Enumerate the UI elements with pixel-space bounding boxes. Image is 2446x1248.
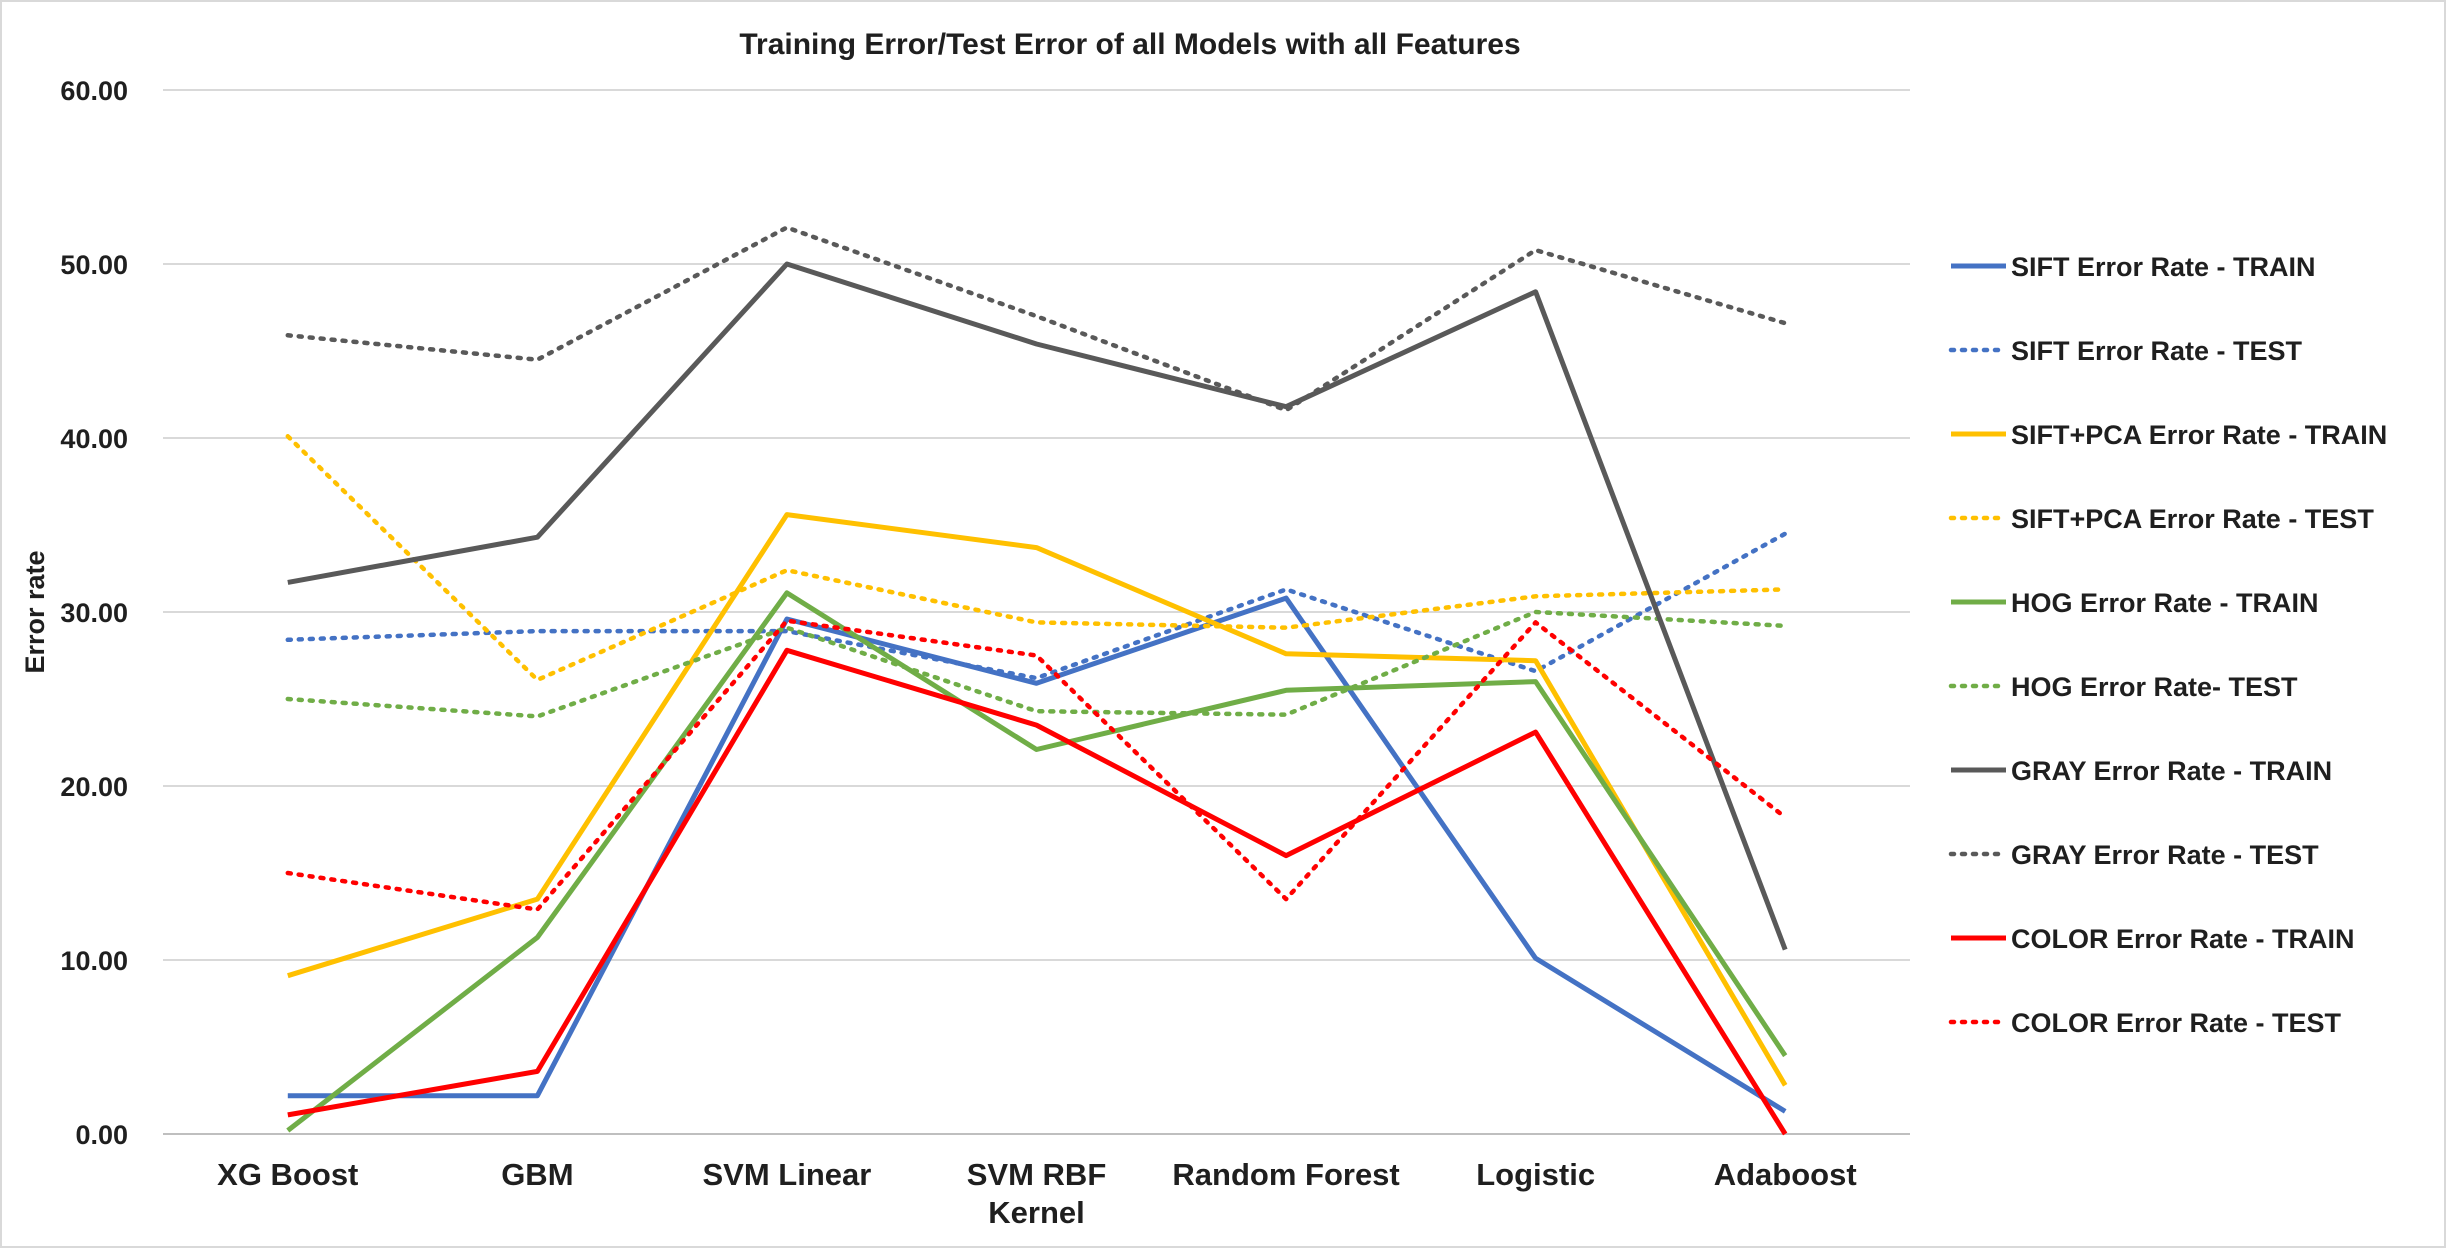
y-tick-label: 50.00 bbox=[60, 250, 128, 280]
y-tick-label: 20.00 bbox=[60, 772, 128, 802]
y-axis-ticks: 0.00 10.00 20.00 30.00 40.00 50.00 60.00 bbox=[60, 76, 128, 1150]
x-category-label: SVM Linear bbox=[703, 1157, 872, 1192]
chart-title: Training Error/Test Error of all Models … bbox=[739, 28, 1520, 61]
series-line-2 bbox=[285, 531, 1788, 681]
x-category-label: GBM bbox=[501, 1157, 573, 1192]
y-tick-label: 40.00 bbox=[60, 424, 128, 454]
series-line-9 bbox=[287, 647, 1788, 1136]
series-line-8 bbox=[285, 225, 1788, 413]
series-line-5 bbox=[286, 590, 1788, 1133]
gridlines bbox=[163, 89, 1910, 1135]
legend: SIFT Error Rate - TRAIN SIFT Error Rate -… bbox=[1948, 252, 2387, 1038]
legend-label: COLOR Error Rate - TEST bbox=[2011, 1008, 2342, 1038]
x-category-label: Random Forest bbox=[1172, 1157, 1399, 1192]
y-tick-label: 30.00 bbox=[60, 598, 128, 628]
y-tick-label: 10.00 bbox=[60, 946, 128, 976]
series-line-4 bbox=[285, 434, 1788, 683]
legend-label: GRAY Error Rate - TRAIN bbox=[2011, 756, 2332, 786]
series-lines bbox=[285, 225, 1788, 1136]
series-line-7 bbox=[287, 261, 1788, 951]
x-category-label: Adaboost bbox=[1714, 1157, 1857, 1192]
y-axis-label: Error rate bbox=[20, 550, 50, 673]
legend-label: HOG Error Rate- TEST bbox=[2011, 672, 2298, 702]
legend-label: SIFT Error Rate - TEST bbox=[2011, 336, 2303, 366]
x-category-label: XG Boost bbox=[217, 1157, 358, 1192]
series-line-3 bbox=[287, 512, 1788, 1087]
legend-label: SIFT+PCA Error Rate - TRAIN bbox=[2011, 420, 2387, 450]
series-line-1 bbox=[287, 595, 1787, 1114]
legend-label: COLOR Error Rate - TRAIN bbox=[2011, 924, 2355, 954]
legend-label: GRAY Error Rate - TEST bbox=[2011, 840, 2319, 870]
x-category-label: Kernel bbox=[988, 1195, 1084, 1230]
legend-label: SIFT Error Rate - TRAIN bbox=[2011, 252, 2316, 282]
x-category-label: SVM RBF bbox=[967, 1157, 1107, 1192]
y-tick-label: 0.00 bbox=[75, 1120, 128, 1150]
legend-label: SIFT+PCA Error Rate - TEST bbox=[2011, 504, 2374, 534]
series-line-10 bbox=[285, 618, 1788, 912]
series-line-6 bbox=[285, 609, 1788, 719]
legend-label: HOG Error Rate - TRAIN bbox=[2011, 588, 2319, 618]
x-category-label: Logistic bbox=[1476, 1157, 1595, 1192]
y-tick-label: 60.00 bbox=[60, 76, 128, 106]
